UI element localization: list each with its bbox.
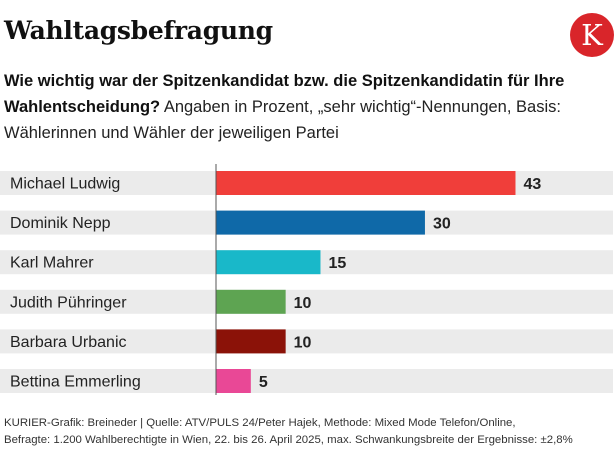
data-label: 15 xyxy=(328,255,346,272)
subtitle-description: Angaben in Prozent, „sehr wichtig“-Nennu… xyxy=(4,98,561,142)
bar xyxy=(216,171,516,195)
footer-method: Befragte: 1.200 Wahlberechtigte in Wien,… xyxy=(4,434,573,446)
data-label: 10 xyxy=(294,334,312,351)
category-label: Michael Ludwig xyxy=(10,176,120,193)
bar xyxy=(216,289,286,314)
bar xyxy=(216,250,321,275)
chart-subtitle: Wie wichtig war der Spitzenkandidat bzw.… xyxy=(4,68,612,146)
data-label: 5 xyxy=(259,374,268,391)
data-label: 30 xyxy=(433,216,451,233)
category-label: Karl Mahrer xyxy=(10,255,94,272)
category-label: Judith Pühringer xyxy=(10,294,127,311)
chart-title: Wahltagsbefragung xyxy=(4,16,273,45)
subtitle-question: Wie wichtig war der Spitzenkandidat bzw.… xyxy=(4,72,565,116)
bar xyxy=(216,210,425,235)
bar xyxy=(216,369,251,393)
row-background xyxy=(0,369,613,393)
category-label: Bettina Emmerling xyxy=(10,374,141,391)
kurier-logo: K xyxy=(570,13,614,57)
row-background xyxy=(0,289,613,314)
data-label: 43 xyxy=(523,176,541,193)
chart-footer: KURIER-Grafik: Breineder | Quelle: ATV/P… xyxy=(4,415,614,449)
footer-source: KURIER-Grafik: Breineder | Quelle: ATV/P… xyxy=(4,417,516,429)
data-label: 10 xyxy=(294,295,312,312)
category-label: Dominik Nepp xyxy=(10,215,111,232)
bar xyxy=(216,329,286,354)
row-background xyxy=(0,329,613,354)
bar-chart: Michael Ludwig 43 Dominik Nepp 30 Karl Mahre… xyxy=(0,164,613,395)
category-label: Barbara Urbanic xyxy=(10,334,127,351)
